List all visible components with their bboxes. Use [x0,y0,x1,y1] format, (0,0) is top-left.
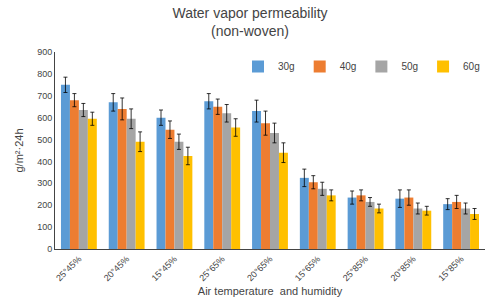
svg-text:30g: 30g [278,61,295,72]
svg-text:100: 100 [37,222,52,232]
svg-text:300: 300 [37,178,52,188]
svg-text:40g: 40g [340,61,357,72]
svg-text:400: 400 [37,157,52,167]
svg-text:800: 800 [37,69,52,79]
svg-text:500: 500 [37,135,52,145]
svg-text:15°85%: 15°85% [436,254,465,283]
svg-text:20°85%: 20°85% [388,254,417,283]
svg-text:200: 200 [37,200,52,210]
svg-text:25°65%: 25°65% [197,254,226,283]
svg-text:25°85%: 25°85% [341,254,370,283]
svg-text:25°45%: 25°45% [54,254,83,283]
svg-text:20°45%: 20°45% [102,254,131,283]
svg-text:0: 0 [47,244,52,254]
svg-text:Water vapor permeability(non-w: Water vapor permeability(non-woven) [172,5,327,39]
svg-text:600: 600 [37,113,52,123]
svg-text:60g: 60g [463,61,480,72]
svg-text:900: 900 [37,47,52,57]
svg-text:20°65%: 20°65% [245,254,274,283]
svg-text:15°45%: 15°45% [150,254,179,283]
svg-text:g/m²·24h: g/m²·24h [13,128,25,172]
svg-text:Air temperature and humidity: Air temperature and humidity [198,285,343,297]
svg-text:15°65%: 15°65% [293,254,322,283]
svg-text:700: 700 [37,91,52,101]
svg-text:50g: 50g [401,61,418,72]
